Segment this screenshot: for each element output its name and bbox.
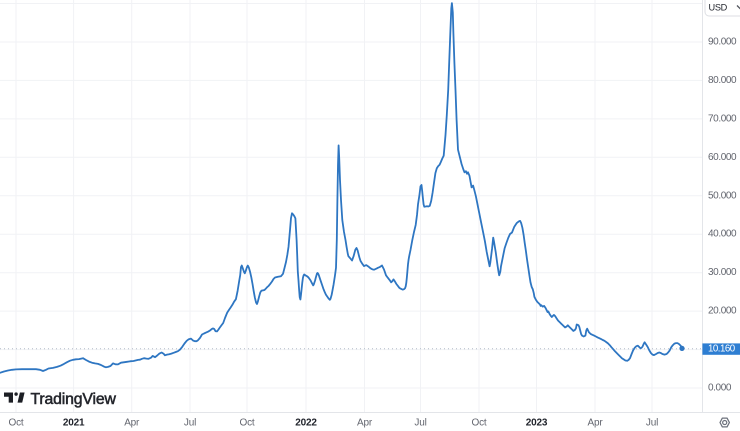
svg-text:Oct: Oct [9,417,24,428]
svg-text:Apr: Apr [588,417,604,428]
svg-text:Jul: Jul [184,417,196,428]
svg-text:70.000: 70.000 [708,113,737,124]
svg-text:30.000: 30.000 [708,267,737,278]
svg-text:Oct: Oct [472,417,487,428]
svg-text:2022: 2022 [295,417,317,428]
svg-text:Jul: Jul [414,417,426,428]
svg-text:Apr: Apr [124,417,140,428]
svg-text:60.000: 60.000 [708,152,737,163]
svg-text:Oct: Oct [240,417,255,428]
svg-text:50.000: 50.000 [708,190,737,201]
svg-text:Apr: Apr [357,417,373,428]
svg-text:90.000: 90.000 [708,37,737,48]
svg-text:40.000: 40.000 [708,229,737,240]
svg-text:10.160: 10.160 [708,344,736,355]
svg-text:Jul: Jul [646,417,658,428]
svg-text:20.000: 20.000 [708,306,737,317]
svg-text:80.000: 80.000 [708,75,737,86]
svg-text:2023: 2023 [526,417,548,428]
svg-text:USD: USD [709,2,728,12]
svg-text:2021: 2021 [63,417,85,428]
svg-text:TradingView: TradingView [31,391,117,408]
svg-text:0.000: 0.000 [708,383,732,394]
